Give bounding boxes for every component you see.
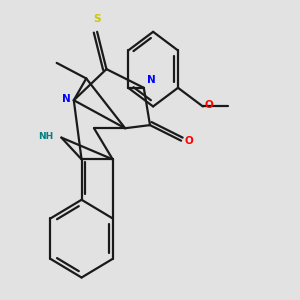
Text: N: N [62, 94, 71, 104]
Text: N: N [147, 75, 156, 85]
Text: O: O [204, 100, 213, 110]
Text: S: S [93, 14, 101, 24]
Text: O: O [184, 136, 193, 146]
Text: NH: NH [38, 131, 54, 140]
